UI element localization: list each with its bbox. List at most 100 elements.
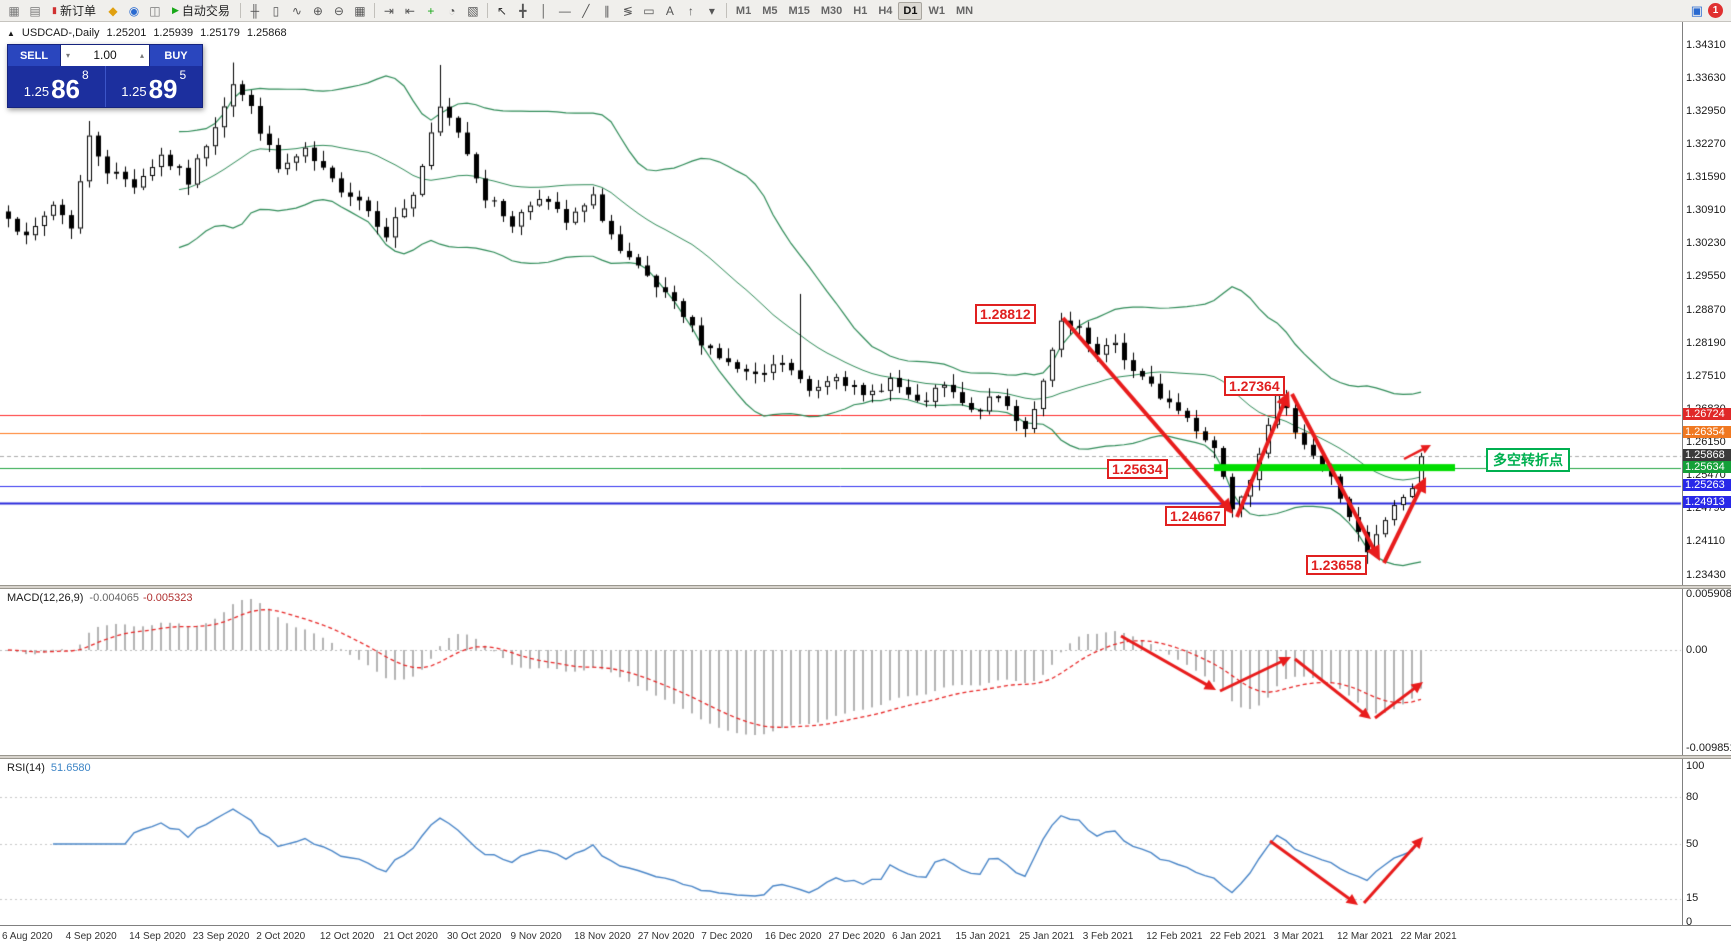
text-icon[interactable]: A [665,3,674,18]
sell-price-prefix: 1.25 [23,84,50,99]
line-chart-icon[interactable]: ∿ [291,3,302,18]
date-label: 6 Jan 2021 [891,931,942,942]
price-annotation[interactable]: 1.27364 [1224,376,1285,396]
rsi-name: RSI(14) [7,762,45,774]
chat-icon[interactable]: ▣ [1690,2,1703,18]
buy-price-pips: 89 [148,74,178,104]
channel-icon[interactable]: ∥ [603,3,610,18]
metaeditor-icon[interactable]: ◆ [108,3,118,18]
rsi-scale-tick: 100 [1686,759,1705,772]
zoom-in-icon[interactable]: ⊕ [312,3,323,18]
auto-trading-button-icon: ▶ [171,5,179,15]
macd-signal-value: -0.005323 [142,592,193,604]
volume-field[interactable]: ▾ 1.00 ▴ [60,45,150,66]
rsi-scale-tick: 15 [1686,892,1699,905]
macd-panel-separator[interactable] [0,585,1731,589]
data-window-icon[interactable]: ◫ [149,3,161,18]
buy-price[interactable]: 1.25 89 5 [106,66,203,107]
vertical-line-icon[interactable]: │ [540,3,548,18]
sell-button[interactable]: SELL [8,45,60,66]
indicators-icon[interactable]: + [427,3,435,18]
notification-badge[interactable]: 1 [1708,3,1723,18]
arrows-tool-icon[interactable]: ↑ [687,3,694,18]
dropdown-icon[interactable]: ▾ [708,3,715,18]
volume-increase-button[interactable]: ▴ [139,51,144,60]
macd-scale-tick: 0.005908 [1686,587,1731,600]
date-label: 22 Mar 2021 [1400,931,1457,942]
bar-chart-icon[interactable]: ╫ [250,3,260,18]
zoom-out-icon[interactable]: ⊖ [333,3,344,18]
templates-icon[interactable]: ▧ [467,3,479,18]
price-annotation[interactable]: 1.28812 [975,304,1036,324]
trade-widget-header: SELL ▾ 1.00 ▴ BUY [8,45,202,66]
tile-windows-icon[interactable]: ▦ [354,3,366,18]
new-order-button-label: 新订单 [59,4,96,18]
cycles-icon[interactable]: ◔ [448,3,456,18]
price-tick: 1.27510 [1686,369,1726,382]
date-label: 15 Jan 2021 [955,931,1011,942]
macd-scale-tick: -0.009851 [1686,741,1731,754]
toolbar-separator [239,3,241,18]
date-label: 12 Oct 2020 [319,931,375,942]
market-watch-icon[interactable]: ◉ [128,3,140,18]
buy-button[interactable]: BUY [150,45,202,66]
volume-decrease-button[interactable]: ▾ [65,51,70,60]
chart-shift-icon[interactable]: ⇤ [404,3,415,18]
new-chart-icon[interactable]: ▦ [8,3,20,18]
horizontal-line-icon[interactable]: ― [558,3,571,18]
new-order-button[interactable]: ▮ 新订单 [46,1,102,20]
date-label: 9 Nov 2020 [510,931,562,942]
date-label: 21 Oct 2020 [383,931,438,942]
new-order-button-icon: ▮ [52,5,57,15]
macd-name: MACD(12,26,9) [7,592,84,604]
sell-price[interactable]: 1.25 86 8 [8,66,106,107]
timeframe-m1-button[interactable]: M1 [735,4,752,17]
timeframe-w1-button[interactable]: W1 [928,4,945,17]
shapes-icon[interactable]: ▭ [643,3,655,18]
rsi-indicator-label: RSI(14) 51.6580 [7,762,91,774]
rsi-panel-separator[interactable] [0,755,1731,759]
price-tick: 1.28870 [1686,303,1726,316]
sell-price-pips: 86 [51,74,81,104]
price-line-label: 1.25634 [1683,460,1731,473]
ohlc-close: 1.25868 [246,27,287,39]
timeframe-m30-button[interactable]: M30 [820,4,843,17]
date-label: 18 Nov 2020 [574,931,631,942]
turning-point-label[interactable]: 多空转折点 [1486,448,1570,472]
price-annotation[interactable]: 1.25634 [1107,459,1168,479]
auto-scroll-icon[interactable]: ⇥ [383,3,394,18]
cursor-icon[interactable]: ↖ [496,3,507,18]
macd-scale-tick: 0.00 [1686,643,1708,656]
timeframe-h1-button[interactable]: H1 [853,4,868,17]
timeframe-m5-button[interactable]: M5 [762,4,778,17]
rsi-scale-tick: 50 [1686,837,1699,850]
price-tick: 1.32950 [1686,104,1726,117]
price-tick: 1.23430 [1686,568,1726,581]
toolbar-separator [725,3,727,18]
crosshair-icon[interactable]: ╋ [519,3,527,18]
price-annotation[interactable]: 1.23658 [1306,555,1367,575]
date-label: 25 Jan 2021 [1019,931,1075,942]
timeframe-h4-button[interactable]: H4 [878,4,893,17]
volume-value[interactable]: 1.00 [93,48,117,62]
chart-ohlc-info: ▲ USDCAD-,Daily 1.25201 1.25939 1.25179 … [7,27,287,40]
one-click-trading-widget: SELL ▾ 1.00 ▴ BUY 1.25 86 8 1.25 89 5 [7,44,203,108]
trade-widget-prices: 1.25 86 8 1.25 89 5 [8,66,202,107]
fibonacci-icon[interactable]: ≶ [622,3,633,18]
price-annotation[interactable]: 1.24667 [1165,506,1226,526]
date-label: 22 Feb 2021 [1209,931,1266,942]
trendline-icon[interactable]: ╱ [582,3,590,18]
auto-trading-button[interactable]: ▶ 自动交易 [166,1,236,20]
date-label: 12 Mar 2021 [1336,931,1394,942]
rsi-value: 51.6580 [50,762,91,774]
timeframe-m15-button[interactable]: M15 [788,4,810,17]
timeframe-d1-button[interactable]: D1 [898,1,923,20]
time-axis[interactable]: 6 Aug 2020 4 Sep 2020 14 Sep 2020 23 Sep 20… [0,925,1731,947]
main-toolbar: ▦ ▤ ▮ 新订单 ◆ ◉ ◫ ▶ 自动交易 ╫ ▯ ∿ ⊕ ⊖ ▦ ⇥ ⇤ + ◔ ▧ ↖ ╋ │ ― ╱ ∥ ≶ ▭ A ↑ ▾ M1 M5… [0,0,1731,22]
candlestick-chart-icon[interactable]: ▯ [272,3,280,18]
profiles-icon[interactable]: ▤ [29,3,41,18]
date-label: 3 Mar 2021 [1273,931,1324,942]
timeframe-mn-button[interactable]: MN [955,4,974,17]
